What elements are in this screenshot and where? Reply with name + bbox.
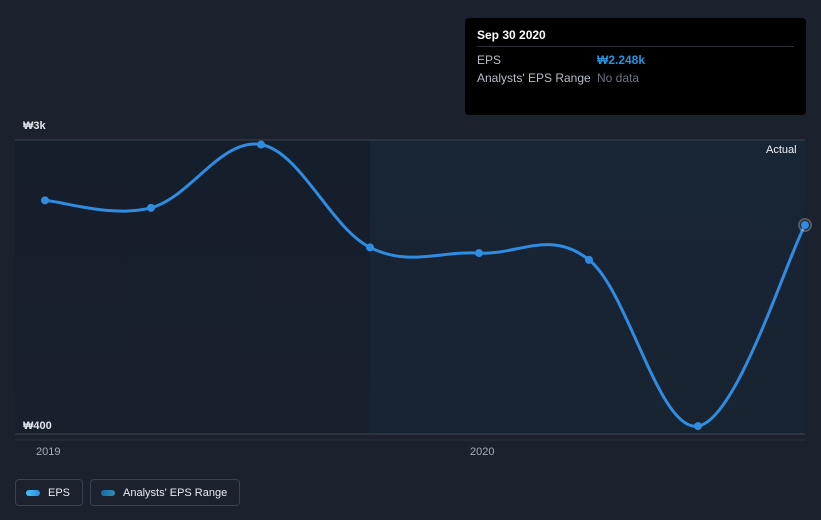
tooltip-row-value: ₩2.248k [597, 53, 645, 67]
eps-chart-root: Sep 30 2020 EPS ₩2.248k Analysts' EPS Ra… [0, 0, 821, 520]
x-axis-tick-label: 2020 [470, 446, 494, 458]
legend-item-range[interactable]: Analysts' EPS Range [90, 479, 240, 506]
tooltip-row-value: No data [597, 71, 639, 85]
tooltip: Sep 30 2020 EPS ₩2.248k Analysts' EPS Ra… [465, 18, 806, 115]
legend-swatch-icon [26, 490, 40, 496]
y-axis-tick-label: ₩3k [23, 120, 46, 132]
legend-label: EPS [48, 487, 70, 499]
x-axis-tick-label: 2019 [36, 446, 60, 458]
tooltip-row-range: Analysts' EPS Range No data [477, 69, 794, 87]
actual-region-label: Actual [766, 144, 797, 156]
tooltip-row-label: Analysts' EPS Range [477, 71, 597, 85]
legend-item-eps[interactable]: EPS [15, 479, 83, 506]
legend-swatch-icon [101, 490, 115, 496]
tooltip-row-eps: EPS ₩2.248k [477, 51, 794, 69]
tooltip-date: Sep 30 2020 [477, 28, 794, 42]
tooltip-row-label: EPS [477, 53, 597, 67]
y-axis-tick-label: ₩400 [23, 420, 52, 432]
tooltip-divider [477, 46, 794, 47]
legend: EPS Analysts' EPS Range [15, 479, 240, 506]
legend-label: Analysts' EPS Range [123, 487, 227, 499]
